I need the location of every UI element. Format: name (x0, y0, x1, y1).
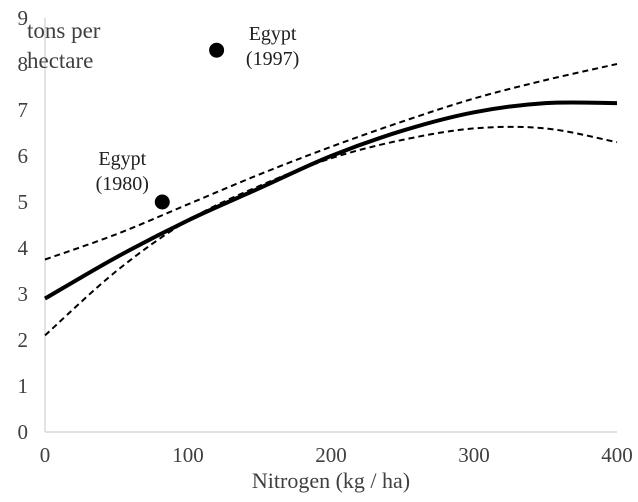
x-tick-label: 300 (458, 443, 490, 467)
unit-label-line-2: hectare (27, 48, 93, 73)
data-point-label-0-line-2: (1980) (96, 173, 149, 195)
data-point-0 (154, 194, 170, 210)
x-axis-title: Nitrogen (kg / ha) (252, 468, 410, 493)
y-tick-label: 8 (18, 52, 29, 76)
y-tick-label: 1 (18, 374, 29, 398)
unit-label-line-1: tons per (27, 18, 101, 43)
fitted-yield-curve (43, 100, 618, 301)
data-point-label-1-line-1: Egypt (249, 23, 297, 45)
x-tick-label: 400 (601, 443, 633, 467)
y-tick-label: 5 (18, 190, 29, 214)
data-point-1 (209, 42, 225, 58)
y-tick-label: 6 (18, 144, 29, 168)
data-point-label-0-line-1: Egypt (98, 148, 146, 170)
y-tick-label: 2 (18, 328, 29, 352)
x-tick-label: 200 (315, 443, 347, 467)
y-tick-label: 0 (18, 420, 29, 444)
y-tick-label: 7 (18, 98, 29, 122)
x-tick-label: 100 (172, 443, 204, 467)
y-tick-label: 4 (18, 236, 29, 260)
confidence-bound-curve-2 (44, 125, 618, 337)
confidence-bound-curve-1 (44, 63, 618, 261)
x-tick-label: 0 (40, 443, 51, 467)
y-tick-label: 3 (18, 282, 29, 306)
y-tick-label: 9 (18, 6, 29, 30)
data-point-label-1-line-2: (1997) (246, 48, 299, 70)
